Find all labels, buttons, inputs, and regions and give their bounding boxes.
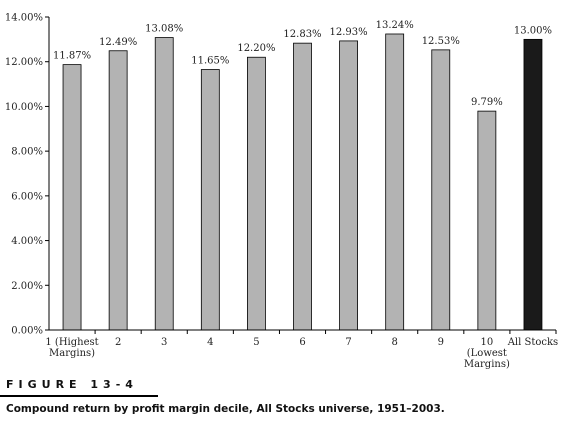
y-tick-label: 2.00% xyxy=(11,281,43,292)
category-label: (Lowest xyxy=(467,348,507,359)
value-label: 12.83% xyxy=(283,29,321,40)
category-label: 10 xyxy=(480,337,493,348)
y-tick-label: 4.00% xyxy=(11,236,43,247)
value-label: 11.65% xyxy=(191,56,229,67)
bar-all-stocks xyxy=(523,38,543,331)
category-label: 1 (Highest xyxy=(45,337,98,348)
category-label: 6 xyxy=(299,337,305,348)
bar-decile-7 xyxy=(339,40,358,331)
value-label: 11.87% xyxy=(53,51,91,62)
bar-decile-6 xyxy=(293,42,312,331)
value-label: 13.00% xyxy=(514,25,552,36)
value-label: 13.24% xyxy=(376,20,414,31)
value-label: 12.49% xyxy=(99,37,137,48)
value-labels: 11.87% 12.49% 13.08% 11.65% 12.20% 12.83% 12.9… xyxy=(53,20,552,108)
bar-decile-9 xyxy=(431,49,451,331)
category-label: All Stocks xyxy=(507,337,558,348)
category-label: 5 xyxy=(253,337,259,348)
category-label: 4 xyxy=(207,337,213,348)
figure-label: FIGURE 13-4 xyxy=(6,378,138,391)
bar-decile-10 xyxy=(477,110,497,331)
category-label: 8 xyxy=(391,337,397,348)
value-label: 12.53% xyxy=(422,36,460,47)
value-label: 12.20% xyxy=(237,43,275,54)
bars xyxy=(62,33,543,331)
figure-rule xyxy=(0,395,158,397)
figure-caption: Compound return by profit margin decile,… xyxy=(6,403,445,415)
bar-decile-4 xyxy=(200,69,220,331)
y-tick-label: 8.00% xyxy=(11,147,43,158)
value-label: 9.79% xyxy=(471,97,503,108)
y-axis-ticks: 0.00% 2.00% 4.00% 6.00% 8.00% 10.00% 12.00% 14.… xyxy=(5,13,49,337)
bar-chart: 0.00% 2.00% 4.00% 6.00% 8.00% 10.00% 12.00% 14.… xyxy=(5,13,558,371)
y-tick-label: 14.00% xyxy=(5,13,43,24)
bar-decile-2 xyxy=(108,50,128,331)
y-tick-label: 6.00% xyxy=(11,191,43,202)
value-label: 12.93% xyxy=(330,27,368,38)
value-label: 13.08% xyxy=(145,24,183,35)
y-tick-label: 12.00% xyxy=(5,57,43,68)
y-tick-label: 0.00% xyxy=(11,326,43,337)
category-label: Margins) xyxy=(49,348,95,359)
category-label: 7 xyxy=(345,337,351,348)
category-label: 3 xyxy=(161,337,167,348)
bar-decile-8 xyxy=(385,33,405,331)
category-label: 2 xyxy=(115,337,121,348)
category-label: Margins) xyxy=(464,359,510,370)
bar-decile-3 xyxy=(154,37,174,331)
y-tick-label: 10.00% xyxy=(5,102,43,113)
category-label: 9 xyxy=(438,337,444,348)
bar-decile-1 xyxy=(62,64,82,331)
bar-decile-5 xyxy=(247,56,266,331)
